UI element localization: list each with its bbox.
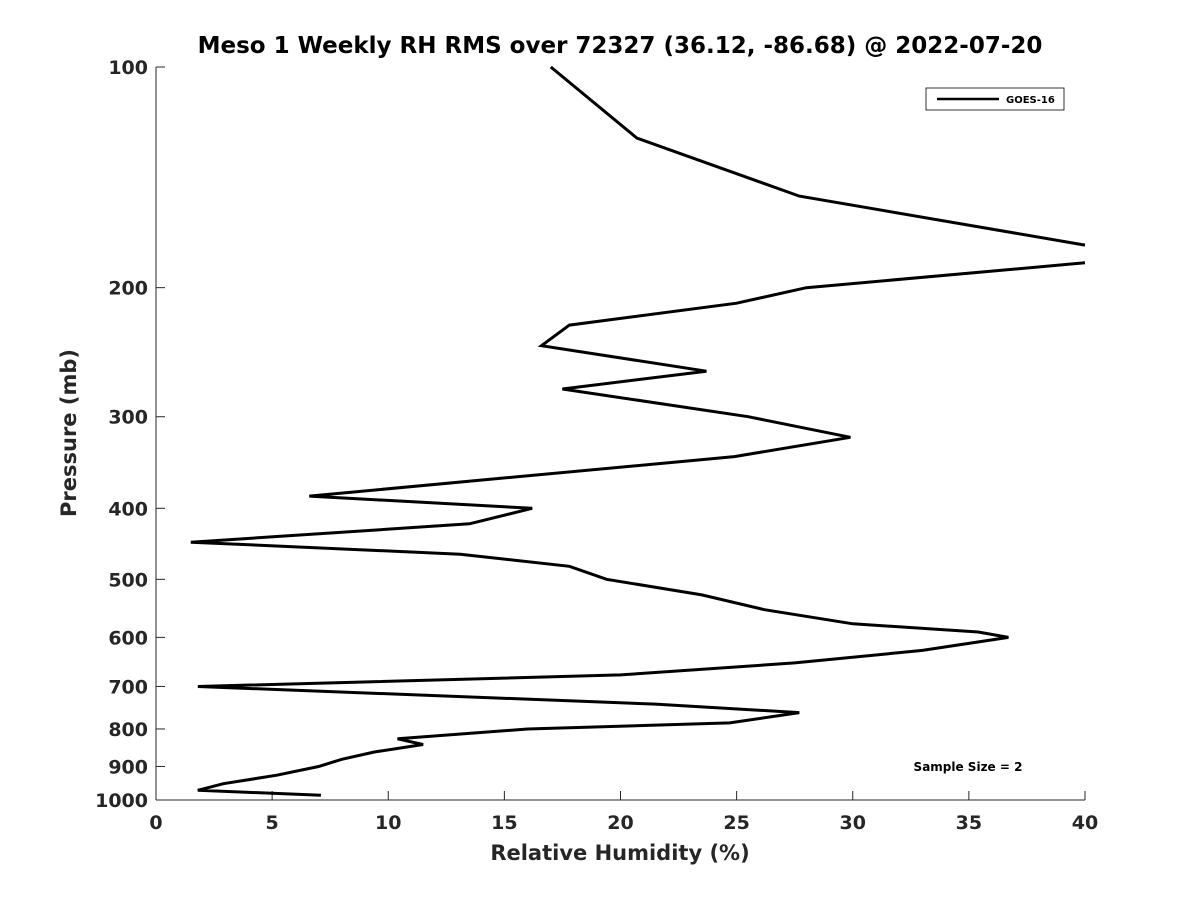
y-axis-ticks: 100 200 300 400 500 600 700 800 900 1000: [95, 57, 165, 812]
x-tick-label: 40: [1072, 812, 1098, 834]
x-tick-label: 35: [956, 812, 982, 834]
chart-title: Meso 1 Weekly RH RMS over 72327 (36.12, …: [198, 33, 1043, 59]
x-axis-label: Relative Humidity (%): [490, 841, 749, 865]
y-axis-label: Pressure (mb): [57, 349, 81, 517]
series-line-goes-16: [190, 65, 1086, 797]
x-tick-label: 0: [149, 812, 162, 834]
x-tick-label: 20: [607, 812, 633, 834]
y-tick-label: 300: [108, 407, 148, 429]
y-tick-label: 200: [108, 278, 148, 300]
y-tick-label: 800: [108, 719, 148, 741]
y-tick-label: 100: [108, 57, 148, 79]
y-tick-label: 400: [108, 498, 148, 520]
legend: GOES-16: [925, 87, 1065, 111]
x-tick-label: 5: [266, 812, 279, 834]
x-axis-ticks: 0 5 10 15 20 25 30 35 40: [149, 791, 1098, 834]
y-tick-label: 900: [108, 756, 148, 778]
axes-background: [156, 67, 1085, 800]
y-tick-label: 600: [108, 627, 148, 649]
x-tick-label: 25: [723, 812, 749, 834]
series-goes-16: [190, 65, 1086, 797]
y-tick-label: 500: [108, 569, 148, 591]
x-tick-label: 15: [491, 812, 517, 834]
sample-size-annotation: Sample Size = 2: [914, 760, 1023, 774]
x-tick-label: 10: [375, 812, 401, 834]
x-tick-label: 30: [840, 812, 866, 834]
y-tick-label: 1000: [95, 790, 148, 812]
legend-label-goes-16: GOES-16: [1006, 95, 1055, 106]
y-tick-label: 700: [108, 676, 148, 698]
